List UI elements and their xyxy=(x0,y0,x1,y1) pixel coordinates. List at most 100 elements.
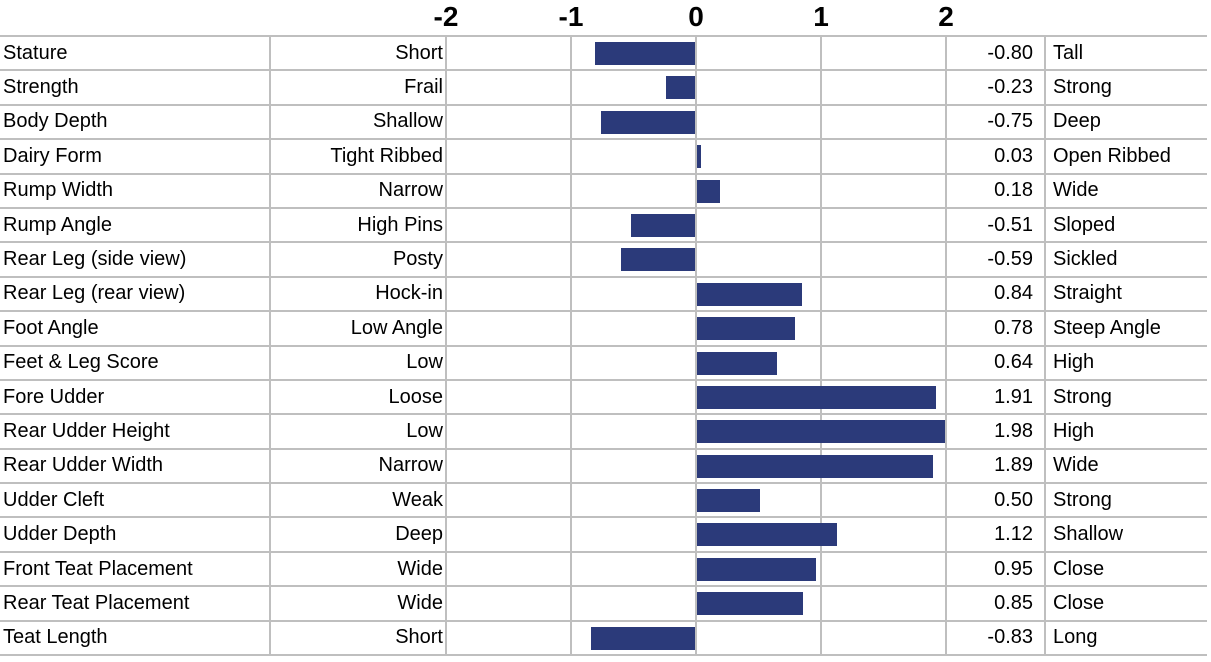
sta-bar xyxy=(697,420,945,444)
low-end-label: Short xyxy=(395,41,443,64)
x-axis: -2 -1 0 1 2 xyxy=(0,0,1211,35)
chart-gridline xyxy=(945,37,947,656)
sta-bar xyxy=(697,317,795,341)
high-end-label: Shallow xyxy=(1053,523,1124,546)
high-end-label: Strong xyxy=(1053,76,1112,99)
column-divider xyxy=(269,37,271,656)
trait-name: Udder Depth xyxy=(3,523,117,546)
sta-bar xyxy=(697,592,804,616)
sta-bar xyxy=(697,385,936,409)
x-axis-tick-label: -2 xyxy=(433,1,459,32)
low-end-label: Frail xyxy=(404,76,443,99)
table-row: Udder Depth Deep 1.12 Shallow xyxy=(0,518,1207,553)
table-row: Stature Short -0.80 Tall xyxy=(0,37,1207,72)
trait-name: Rear Teat Placement xyxy=(3,591,190,614)
low-end-label: Low Angle xyxy=(350,316,443,339)
sta-bar xyxy=(697,557,816,581)
table-row: Dairy Form Tight Ribbed 0.03 Open Ribbed xyxy=(0,140,1207,175)
high-end-label: Long xyxy=(1053,626,1098,649)
trait-name: Fore Udder xyxy=(3,385,105,408)
table-row: Rear Leg (rear view) Hock-in 0.84 Straig… xyxy=(0,278,1207,313)
sta-value: -0.59 xyxy=(987,248,1033,271)
low-end-label: Deep xyxy=(395,523,443,546)
sta-value: 1.98 xyxy=(994,419,1033,442)
high-end-label: Sickled xyxy=(1053,248,1118,271)
trait-table: Stature Short -0.80 Tall Strength Frail … xyxy=(0,35,1207,657)
low-end-label: Wide xyxy=(397,591,443,614)
low-end-label: Weak xyxy=(392,488,443,511)
trait-name: Front Teat Placement xyxy=(3,557,193,580)
sta-value: 0.78 xyxy=(994,316,1033,339)
table-row: Front Teat Placement Wide 0.95 Close xyxy=(0,553,1207,588)
high-end-label: Deep xyxy=(1053,110,1101,133)
high-end-label: Strong xyxy=(1053,385,1112,408)
low-end-label: Narrow xyxy=(378,454,443,477)
low-end-label: Posty xyxy=(392,248,443,271)
sta-bar xyxy=(697,179,720,203)
trait-name: Rear Udder Width xyxy=(3,454,164,477)
chart-gridline xyxy=(695,37,697,656)
sta-bar xyxy=(697,282,802,306)
trait-name: Strength xyxy=(3,76,79,99)
sta-value: 1.89 xyxy=(994,454,1033,477)
table-row: Rump Width Narrow 0.18 Wide xyxy=(0,175,1207,209)
low-end-label: Low xyxy=(406,351,443,374)
x-axis-tick-label: 0 xyxy=(688,1,704,32)
sta-bar xyxy=(697,489,760,513)
high-end-label: Wide xyxy=(1053,179,1099,202)
high-end-label: Tall xyxy=(1053,41,1084,64)
trait-name: Feet & Leg Score xyxy=(3,351,159,374)
sta-value: -0.83 xyxy=(987,626,1033,649)
low-end-label: High Pins xyxy=(357,213,443,236)
table-row: Body Depth Shallow -0.75 Deep xyxy=(0,106,1207,141)
high-end-label: Close xyxy=(1053,591,1105,614)
high-end-label: Straight xyxy=(1053,282,1122,305)
high-end-label: Wide xyxy=(1053,454,1099,477)
high-end-label: High xyxy=(1053,419,1095,442)
chart-gridline xyxy=(570,37,572,656)
sta-bar xyxy=(697,454,934,478)
low-end-label: Tight Ribbed xyxy=(330,144,443,167)
trait-name: Dairy Form xyxy=(3,144,102,167)
table-row: Fore Udder Loose 1.91 Strong xyxy=(0,381,1207,416)
sta-bar xyxy=(697,523,837,547)
table-row: Udder Cleft Weak 0.50 Strong xyxy=(0,484,1207,519)
high-end-label: Open Ribbed xyxy=(1053,144,1171,167)
high-end-label: Strong xyxy=(1053,488,1112,511)
low-end-label: Low xyxy=(406,419,443,442)
trait-name: Rear Leg (rear view) xyxy=(3,282,186,305)
trait-name: Rear Udder Height xyxy=(3,419,170,442)
sta-value: -0.23 xyxy=(987,76,1033,99)
sta-value: 1.12 xyxy=(994,523,1033,546)
sta-bar xyxy=(621,248,695,272)
chart-gridline xyxy=(445,37,447,656)
trait-name: Stature xyxy=(3,41,68,64)
high-end-label: High xyxy=(1053,351,1095,374)
trait-name: Udder Cleft xyxy=(3,488,105,511)
table-row: Feet & Leg Score Low 0.64 High xyxy=(0,347,1207,381)
sta-value: 0.85 xyxy=(994,591,1033,614)
sta-value: 0.03 xyxy=(994,144,1033,167)
sta-value: -0.51 xyxy=(987,213,1033,236)
trait-name: Rump Width xyxy=(3,179,114,202)
sta-value: 0.50 xyxy=(994,488,1033,511)
trait-name: Foot Angle xyxy=(3,316,99,339)
table-row: Foot Angle Low Angle 0.78 Steep Angle xyxy=(0,312,1207,347)
trait-name: Teat Length xyxy=(3,626,108,649)
table-row: Rump Angle High Pins -0.51 Sloped xyxy=(0,209,1207,244)
table-row: Rear Teat Placement Wide 0.85 Close xyxy=(0,587,1207,622)
high-end-label: Sloped xyxy=(1053,213,1116,236)
sta-bar xyxy=(697,145,701,169)
table-row: Teat Length Short -0.83 Long xyxy=(0,622,1207,657)
sta-bar xyxy=(666,76,695,100)
low-end-label: Hock-in xyxy=(375,282,443,305)
table-row: Rear Leg (side view) Posty -0.59 Sickled xyxy=(0,243,1207,278)
column-divider xyxy=(1044,37,1046,656)
sta-value: 1.91 xyxy=(994,385,1033,408)
sta-bar xyxy=(697,351,777,375)
table-row: Strength Frail -0.23 Strong xyxy=(0,71,1207,106)
trait-name: Rump Angle xyxy=(3,213,112,236)
low-end-label: Shallow xyxy=(372,110,443,133)
sta-value: -0.75 xyxy=(987,110,1033,133)
